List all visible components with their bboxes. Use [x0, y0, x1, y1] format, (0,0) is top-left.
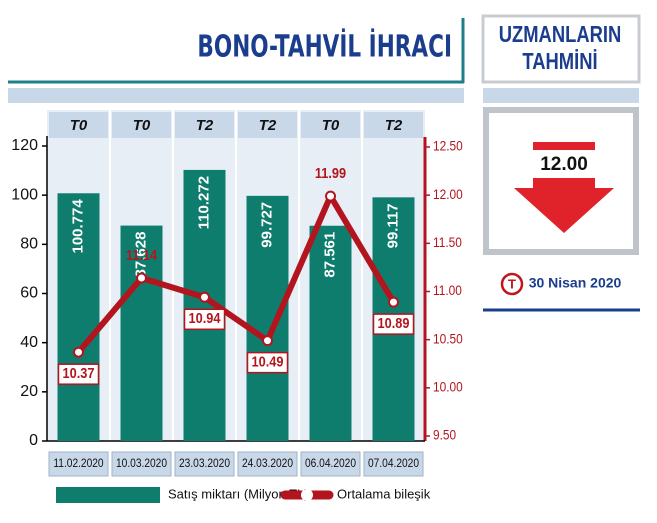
- bar-value-label: 99.727: [258, 202, 275, 248]
- column-tag: T0: [322, 117, 340, 134]
- value-label-box: [183, 308, 226, 331]
- value-label-box: [57, 363, 100, 385]
- bar: [309, 225, 352, 441]
- date-box: [111, 451, 172, 477]
- bar-value-label: 87.561: [321, 232, 338, 278]
- y2-tick-label: 11.50: [433, 234, 462, 250]
- x-tick-label: 10.03.2020: [116, 457, 167, 470]
- tag-box: [112, 112, 171, 138]
- header-strip: [8, 88, 464, 103]
- logo: [500, 272, 524, 296]
- column-tag: T2: [259, 117, 277, 134]
- chart-title: BONO-TAHVİL İHRACI: [197, 28, 452, 65]
- value-label-box: [246, 351, 289, 374]
- sidebar-title-box: [481, 14, 641, 84]
- sidebar-title: TAHMİNİ: [522, 49, 597, 74]
- y-tick-label: 120: [11, 137, 38, 154]
- tag-box: [238, 112, 297, 138]
- tag-box: [301, 112, 360, 138]
- line-marker: [325, 190, 336, 202]
- forecast-date: 30 Nisan 2020: [529, 275, 622, 291]
- sidebar-title: UZMANLARIN: [499, 22, 622, 47]
- y2-tick-label: 12.00: [433, 186, 463, 202]
- x-tick-label: 23.03.2020: [179, 457, 230, 470]
- line-marker: [262, 335, 273, 347]
- line-marker: [388, 296, 399, 308]
- date-box: [237, 451, 298, 477]
- line-value-label: 10.89: [378, 314, 410, 331]
- legend-label: Ortalama bileşik: [337, 486, 431, 501]
- forecast-bar: [533, 142, 595, 150]
- tag-box: [49, 112, 108, 138]
- line-value-label: 10.94: [189, 309, 221, 326]
- bar-value-label: 87.628: [132, 232, 149, 278]
- y-tick-label: 100: [11, 186, 38, 203]
- line-value-label: 11.99: [315, 164, 346, 181]
- legend-swatch: [84, 487, 160, 503]
- x-tick-label: 24.03.2020: [242, 457, 293, 470]
- bar: [120, 225, 163, 441]
- line-value-label: 10.49: [252, 353, 284, 370]
- y2-tick-label: 10.00: [433, 379, 463, 395]
- legend-label: Satış miktarı (Milyon TL): [168, 486, 309, 501]
- bar-value-label: 110.272: [195, 176, 212, 229]
- date-box: [363, 451, 424, 477]
- date-box: [174, 451, 235, 477]
- bar-value-label: 99.117: [384, 203, 401, 248]
- x-tick-label: 06.04.2020: [305, 457, 356, 470]
- legend-swatch: [56, 487, 84, 503]
- y-tick-label: 20: [20, 383, 38, 400]
- y-tick-label: 80: [20, 236, 38, 253]
- y2-tick-label: 11.00: [433, 282, 462, 298]
- column-tag: T0: [70, 117, 88, 134]
- bar: [246, 195, 289, 441]
- sidebar-strip: [483, 88, 639, 103]
- x-tick-label: 11.02.2020: [53, 457, 103, 470]
- legend-swatch: [301, 489, 313, 501]
- line-value-label: 11.14: [126, 246, 157, 263]
- line-marker: [136, 272, 147, 284]
- forecast-value: 12.00: [540, 154, 588, 175]
- line-marker: [73, 346, 84, 358]
- date-box: [300, 451, 361, 477]
- y2-tick-label: 10.50: [433, 330, 463, 346]
- y2-tick-label: 9.50: [433, 427, 456, 443]
- bar: [57, 193, 100, 441]
- logo-text: T: [508, 276, 516, 291]
- column-tag: T0: [133, 117, 151, 134]
- y-tick-label: 40: [20, 334, 38, 351]
- line-marker: [199, 291, 210, 303]
- y-tick-label: 60: [20, 285, 38, 302]
- y-tick-label: 0: [29, 432, 38, 449]
- column-tag: T2: [196, 117, 214, 134]
- line-value-label: 10.37: [63, 364, 95, 381]
- value-label-box: [372, 313, 415, 335]
- tag-box: [364, 112, 423, 138]
- line: [76, 193, 397, 355]
- tag-box: [175, 112, 234, 138]
- date-box: [48, 451, 109, 477]
- column-tag: T2: [385, 117, 403, 134]
- bar-value-label: 100.774: [69, 199, 86, 254]
- x-tick-label: 07.04.2020: [368, 457, 419, 470]
- forecast-arrow: [514, 178, 614, 233]
- y2-tick-label: 12.50: [433, 138, 463, 154]
